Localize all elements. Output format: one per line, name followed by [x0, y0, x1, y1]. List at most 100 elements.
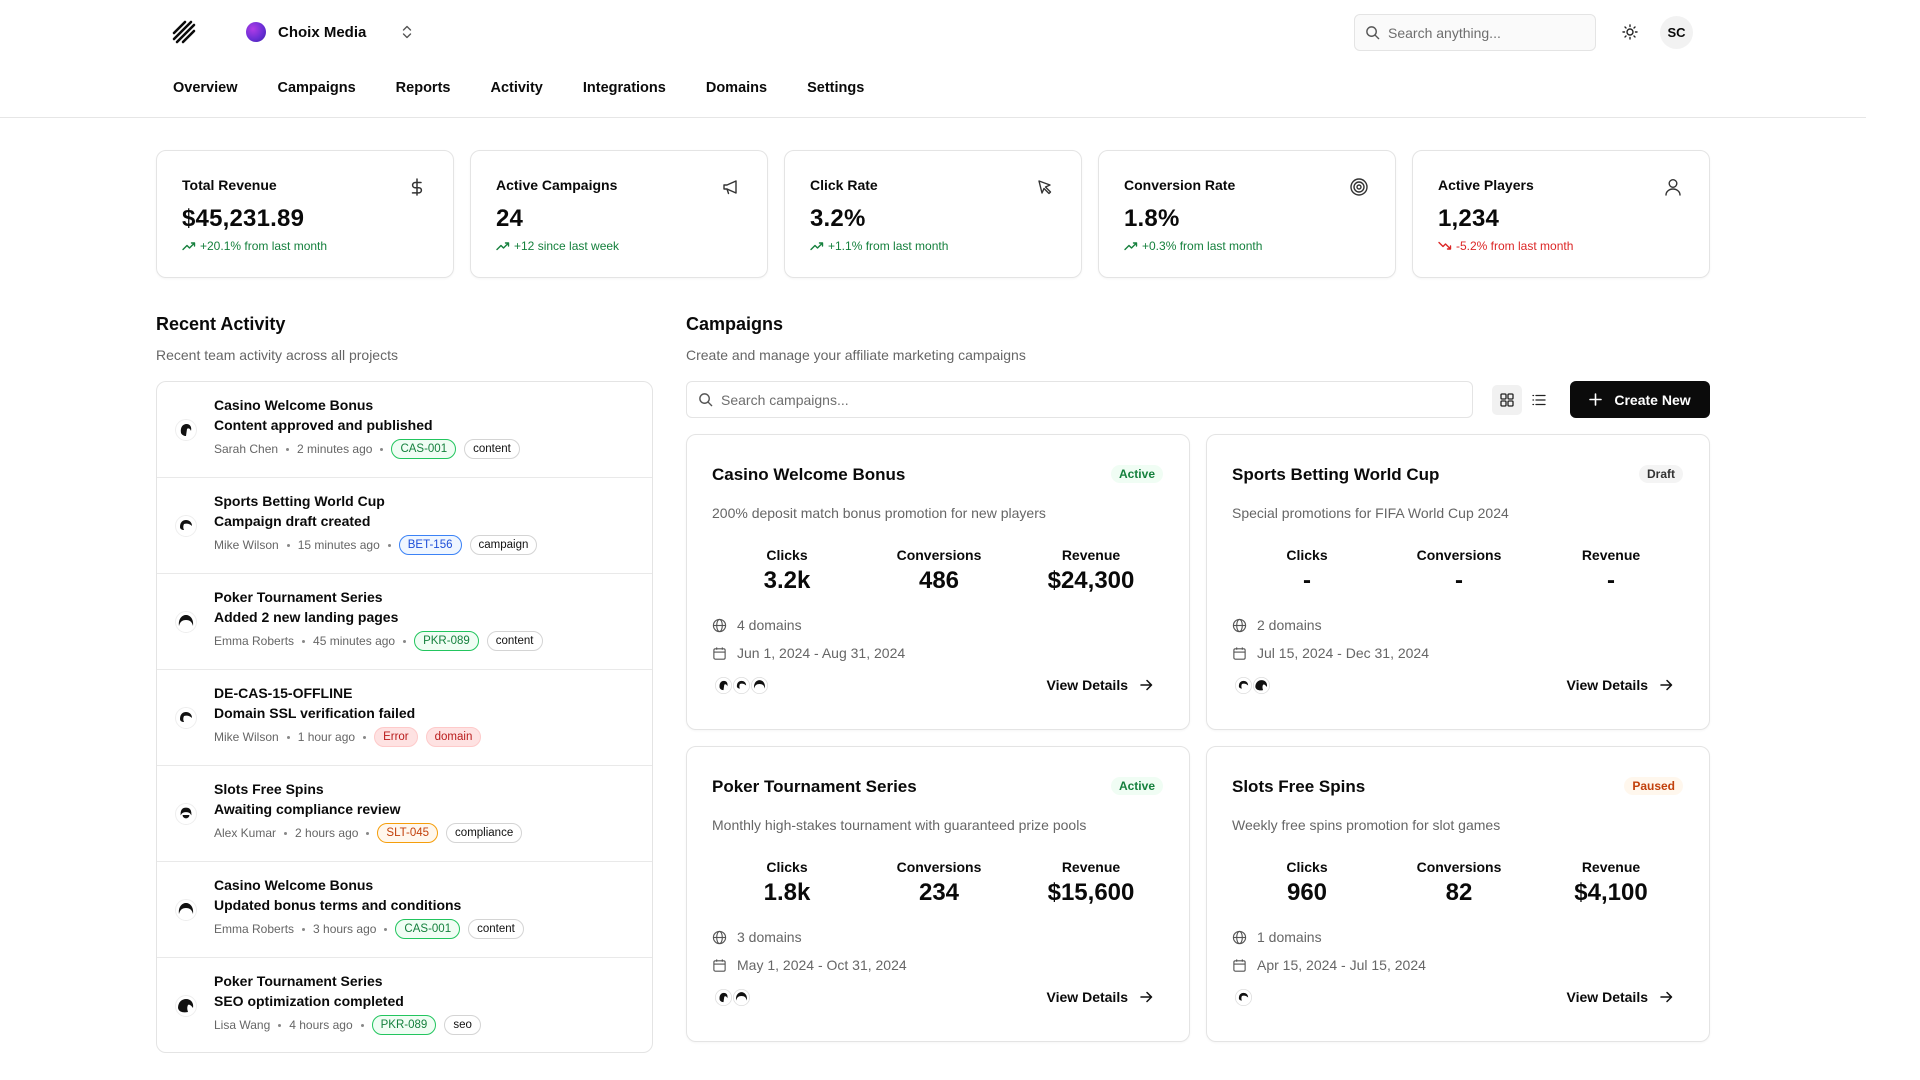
view-details-link[interactable]: View Details — [1047, 677, 1153, 693]
activity-project: DE-CAS-15-OFFLINE — [214, 685, 353, 701]
activity-user: Sarah Chen — [214, 442, 279, 456]
calendar-icon — [1233, 646, 1246, 660]
separator-dot — [278, 1023, 282, 1027]
calendar-icon — [713, 646, 726, 660]
campaigns-header: Campaigns Create and manage your affilia… — [686, 314, 1026, 363]
campaign-card: Casino Welcome Bonus Active 200% deposit… — [686, 434, 1190, 730]
activity-meta: Lisa Wang 4 hours ago PKR-089 seo — [214, 1015, 652, 1035]
activity-type-badge: domain — [425, 727, 482, 747]
team-member-avatar-icon — [1253, 677, 1270, 694]
list-item[interactable]: Poker Tournament Series SEO optimization… — [157, 958, 652, 1052]
grid-view-button[interactable] — [1492, 385, 1522, 415]
separator-dot — [360, 1023, 364, 1027]
create-new-button[interactable]: Create New — [1570, 381, 1710, 418]
campaign-metrics: Clicks 960 Conversions 82 Revenue $4,100 — [1232, 859, 1686, 907]
sun-icon — [1622, 24, 1638, 40]
separator-dot — [384, 927, 388, 931]
stat-value: 24 — [496, 205, 524, 232]
metric-label: Revenue — [1061, 859, 1121, 875]
nav-overview[interactable]: Overview — [173, 80, 238, 96]
global-search[interactable] — [1354, 14, 1596, 51]
campaign-domains-text: 2 domains — [1257, 617, 1322, 633]
nav-domains[interactable]: Domains — [705, 80, 768, 96]
stat-card-total-revenue: Total Revenue $45,231.89 +20.1% from las… — [156, 150, 454, 278]
view-details-link[interactable]: View Details — [1567, 989, 1673, 1005]
user-avatar-icon — [175, 803, 197, 825]
metric-value: 486 — [918, 567, 960, 594]
trending-up-icon — [1124, 242, 1138, 251]
metric-clicks: Clicks 1.8k — [712, 859, 862, 907]
nav-activity[interactable]: Activity — [490, 80, 543, 96]
activity-type-badge: content — [486, 631, 543, 651]
list-view-button[interactable] — [1524, 385, 1554, 415]
global-search-input[interactable] — [1388, 24, 1578, 41]
campaign-metrics: Clicks - Conversions - Revenue - — [1232, 547, 1686, 595]
activity-time: 2 minutes ago — [297, 442, 373, 456]
activity-tag: Error — [374, 727, 418, 747]
list-item[interactable]: Poker Tournament Series Added 2 new land… — [157, 574, 652, 670]
plus-icon — [1589, 393, 1603, 406]
campaign-domains: 3 domains — [712, 929, 802, 945]
list-item[interactable]: Sports Betting World Cup Campaign draft … — [157, 478, 652, 574]
create-new-label: Create New — [1614, 391, 1691, 408]
campaign-grid: Casino Welcome Bonus Active 200% deposit… — [686, 434, 1710, 1042]
view-details-link[interactable]: View Details — [1047, 989, 1153, 1005]
activity-time: 1 hour ago — [297, 730, 356, 744]
separator-dot — [286, 543, 290, 547]
arrow-right-icon — [1140, 679, 1153, 691]
trending-up-icon — [496, 242, 510, 251]
campaign-card: Slots Free Spins Paused Weekly free spin… — [1206, 746, 1710, 1042]
metric-conversions: Conversions 486 — [864, 547, 1014, 595]
metric-label: Revenue — [1581, 859, 1641, 875]
metric-label: Clicks — [1286, 547, 1328, 563]
user-avatar-icon — [175, 515, 197, 537]
nav-settings[interactable]: Settings — [807, 80, 865, 96]
nav-integrations[interactable]: Integrations — [582, 80, 666, 96]
metric-revenue: Revenue $4,100 — [1536, 859, 1686, 907]
activity-tag: PKR-089 — [414, 631, 479, 651]
campaign-search[interactable] — [686, 381, 1473, 418]
list-item[interactable]: Casino Welcome Bonus Content approved an… — [157, 382, 652, 478]
campaign-description: Monthly high-stakes tournament with guar… — [712, 817, 1087, 833]
stat-delta-text: +20.1% from last month — [200, 239, 328, 253]
metric-conversions: Conversions 82 — [1384, 859, 1534, 907]
list-item[interactable]: Casino Welcome Bonus Updated bonus terms… — [157, 862, 652, 958]
workspace-switcher[interactable]: Choix Media — [246, 20, 366, 44]
stat-title: Conversion Rate — [1124, 177, 1236, 193]
activity-tag: BET-156 — [398, 535, 462, 555]
calendar-icon — [1233, 958, 1246, 972]
activity-type-badge: campaign — [469, 535, 538, 555]
grid-icon — [1500, 393, 1514, 407]
status-badge: Active — [1110, 465, 1163, 483]
list-item[interactable]: DE-CAS-15-OFFLINE Domain SSL verificatio… — [157, 670, 652, 766]
activity-tag: PKR-089 — [371, 1015, 437, 1035]
view-details-link[interactable]: View Details — [1567, 677, 1673, 693]
nav-campaigns[interactable]: Campaigns — [277, 80, 356, 96]
campaign-description: 200% deposit match bonus promotion for n… — [712, 505, 1046, 521]
trending-up-icon — [810, 242, 824, 251]
activity-tag: SLT-045 — [377, 823, 439, 843]
activity-user: Lisa Wang — [214, 1018, 271, 1032]
metric-conversions: Conversions 234 — [864, 859, 1014, 907]
metric-value: 82 — [1445, 879, 1473, 906]
nav-reports[interactable]: Reports — [395, 80, 451, 96]
user-avatar[interactable]: SC — [1660, 16, 1693, 49]
stat-delta-text: +12 since last week — [514, 239, 620, 253]
campaign-search-input[interactable] — [721, 391, 1421, 408]
campaign-dates-text: Jul 15, 2024 - Dec 31, 2024 — [1257, 645, 1430, 661]
activity-action: SEO optimization completed — [214, 993, 404, 1009]
list-item[interactable]: Slots Free Spins Awaiting compliance rev… — [157, 766, 652, 862]
metric-label: Conversions — [896, 547, 982, 563]
theme-toggle-button[interactable] — [1618, 20, 1642, 44]
workspace-name: Choix Media — [278, 23, 367, 41]
metric-value: $15,600 — [1047, 879, 1135, 906]
metric-value: 234 — [918, 879, 960, 906]
separator-dot — [286, 735, 290, 739]
activity-tag: CAS-001 — [395, 919, 461, 939]
activity-action: Added 2 new landing pages — [214, 609, 399, 625]
separator-dot — [286, 447, 290, 451]
activity-time: 3 hours ago — [313, 922, 377, 936]
stat-value: 3.2% — [810, 205, 866, 232]
brand-logo-icon[interactable] — [170, 18, 198, 46]
chevron-up-down-icon[interactable] — [400, 24, 414, 40]
